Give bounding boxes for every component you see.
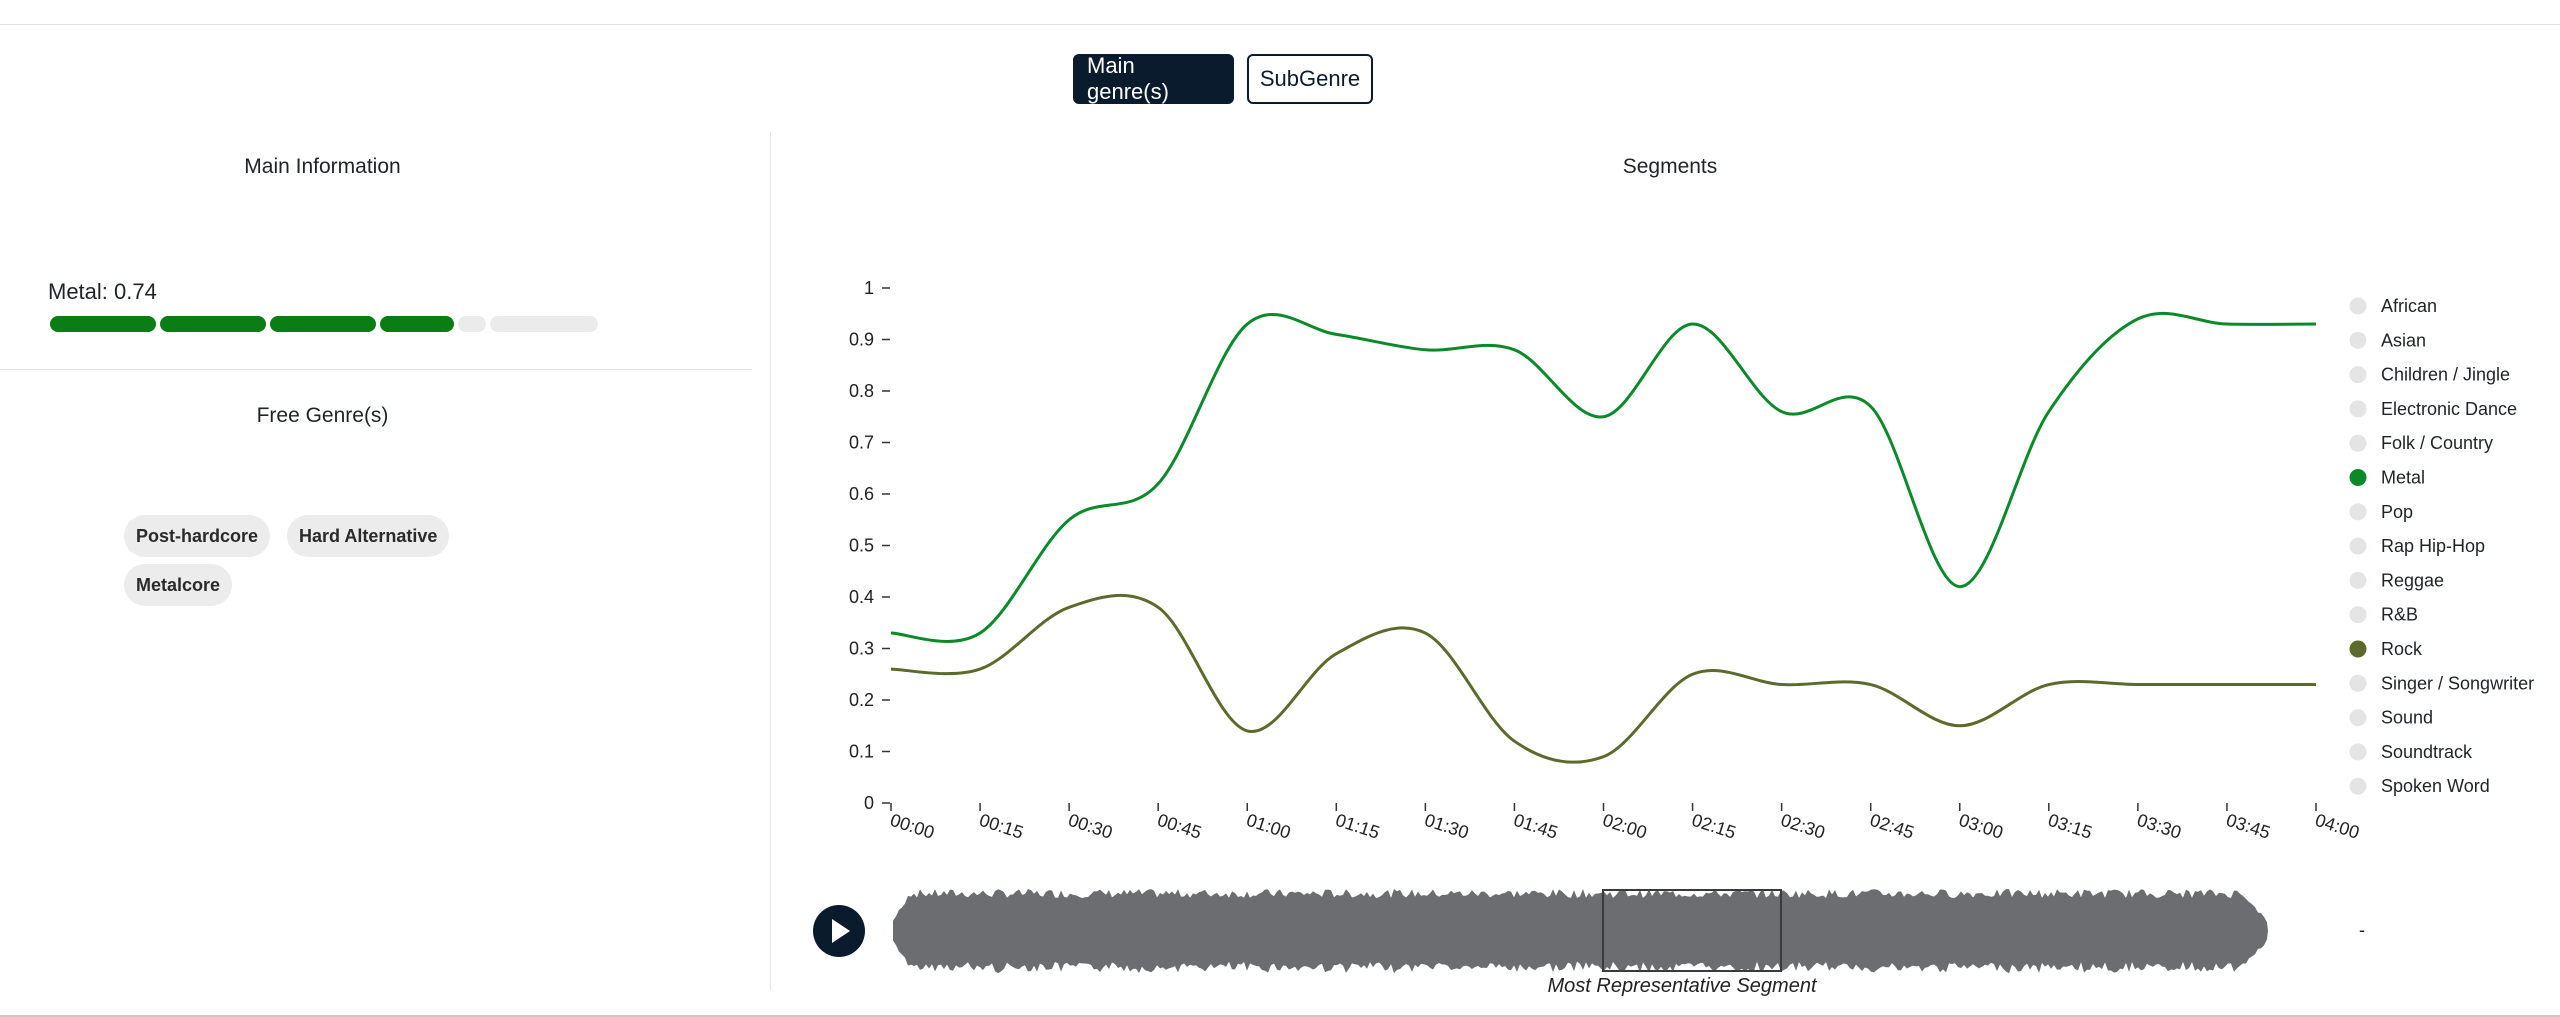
x-tick-label: 02:00 <box>1600 810 1649 843</box>
legend-item-label[interactable]: Children / Jingle <box>2381 365 2510 385</box>
top-border <box>0 24 2560 25</box>
y-tick-label: 0.9 <box>849 330 874 350</box>
x-tick-label: 00:15 <box>977 810 1026 843</box>
series-line-rock <box>890 593 2316 764</box>
genre-tag: Hard Alternative <box>287 515 450 557</box>
metal-score-bar <box>50 316 598 332</box>
legend-item-label[interactable]: Pop <box>2381 502 2413 522</box>
x-tick-label: 01:00 <box>1244 810 1293 843</box>
play-icon[interactable] <box>832 919 850 943</box>
free-genre-tags: Post-hardcore Hard Alternative Metalcore <box>124 515 464 606</box>
representative-segment-box[interactable] <box>1602 889 1782 972</box>
legend-marker[interactable] <box>2349 434 2367 452</box>
subgenre-button[interactable]: SubGenre <box>1247 54 1373 104</box>
score-bar-segment <box>458 316 486 332</box>
legend-marker[interactable] <box>2349 297 2367 315</box>
x-tick-label: 03:15 <box>2046 810 2095 843</box>
legend-marker[interactable] <box>2349 331 2367 349</box>
legend-marker[interactable] <box>2349 674 2367 692</box>
legend-item-label[interactable]: Sound <box>2381 708 2433 728</box>
legend-item-label[interactable]: Metal <box>2381 468 2425 488</box>
legend-marker[interactable] <box>2349 709 2367 727</box>
legend-marker[interactable] <box>2349 537 2367 555</box>
score-bar-segment <box>270 316 376 332</box>
score-bar-segment <box>490 316 598 332</box>
series-line-metal <box>890 311 2317 643</box>
x-tick-label: 02:30 <box>1778 810 1827 843</box>
legend-marker[interactable] <box>2349 571 2367 589</box>
x-tick-label: 02:15 <box>1689 810 1738 843</box>
legend-marker[interactable] <box>2349 469 2367 486</box>
time-marker: - <box>2359 920 2365 940</box>
x-tick-label: 00:30 <box>1066 810 1115 843</box>
score-bar-segment <box>160 316 266 332</box>
y-tick-label: 0.5 <box>849 536 874 556</box>
x-tick-label: 00:00 <box>888 810 937 843</box>
legend-marker[interactable] <box>2349 400 2367 418</box>
y-tick-label: 0.4 <box>849 587 874 607</box>
legend-item-label[interactable]: Soundtrack <box>2381 742 2473 762</box>
main-genre-button[interactable]: Main genre(s) <box>1073 53 1234 104</box>
legend-item-label[interactable]: Reggae <box>2381 570 2444 590</box>
y-tick-label: 0 <box>864 793 874 813</box>
y-tick-label: 1 <box>864 278 874 298</box>
free-genres-title: Free Genre(s) <box>256 404 389 427</box>
x-tick-label: 03:30 <box>2135 810 2184 843</box>
x-tick-label: 01:15 <box>1333 810 1382 843</box>
legend-item-label[interactable]: Folk / Country <box>2381 433 2493 453</box>
y-tick-label: 0.3 <box>849 639 874 659</box>
legend-marker[interactable] <box>2349 640 2367 658</box>
play-button[interactable] <box>813 905 865 957</box>
y-tick-label: 0.2 <box>849 690 874 710</box>
genre-tag: Metalcore <box>124 564 233 606</box>
legend-marker[interactable] <box>2349 606 2367 624</box>
x-tick-label: 00:45 <box>1155 810 1204 843</box>
genre-toggle: Main genre(s) SubGenre <box>1073 53 1373 104</box>
score-bar-segment <box>50 316 156 332</box>
x-tick-label: 01:45 <box>1511 810 1560 843</box>
main-information-title: Main Information <box>244 155 401 178</box>
legend-item-label[interactable]: Spoken Word <box>2381 776 2490 796</box>
legend-item-label[interactable]: Asian <box>2381 330 2426 350</box>
metal-score-label: Metal: 0.74 <box>48 279 157 304</box>
x-tick-label: 03:45 <box>2224 810 2273 843</box>
x-tick-label: 01:30 <box>1422 810 1471 843</box>
representative-segment-caption: Most Representative Segment <box>1547 975 1817 997</box>
y-tick-label: 0.1 <box>849 742 874 762</box>
x-tick-label: 02:45 <box>1867 810 1916 843</box>
legend-marker[interactable] <box>2349 777 2367 795</box>
legend-marker[interactable] <box>2349 503 2367 521</box>
y-tick-label: 0.6 <box>849 484 874 504</box>
legend-item-label[interactable]: Rap Hip-Hop <box>2381 536 2485 556</box>
genre-tag: Post-hardcore <box>124 515 271 557</box>
legend-marker[interactable] <box>2349 743 2367 761</box>
y-tick-label: 0.7 <box>849 433 874 453</box>
legend-item-label[interactable]: R&B <box>2381 605 2418 625</box>
legend-marker[interactable] <box>2349 366 2367 384</box>
x-tick-label: 04:00 <box>2313 810 2362 843</box>
x-tick-label: 03:00 <box>1957 810 2006 843</box>
legend-item-label[interactable]: Singer / Songwriter <box>2381 673 2534 693</box>
bottom-border <box>0 1015 2560 1017</box>
waveform[interactable] <box>893 889 2268 974</box>
score-bar-segment <box>380 316 454 332</box>
y-tick-label: 0.8 <box>849 381 874 401</box>
legend-item-label[interactable]: Rock <box>2381 639 2423 659</box>
section-divider <box>0 369 752 370</box>
legend-item-label[interactable]: Electronic Dance <box>2381 399 2517 419</box>
panel-divider <box>770 132 771 990</box>
legend-item-label[interactable]: African <box>2381 296 2437 316</box>
segments-title: Segments <box>1622 155 1718 178</box>
